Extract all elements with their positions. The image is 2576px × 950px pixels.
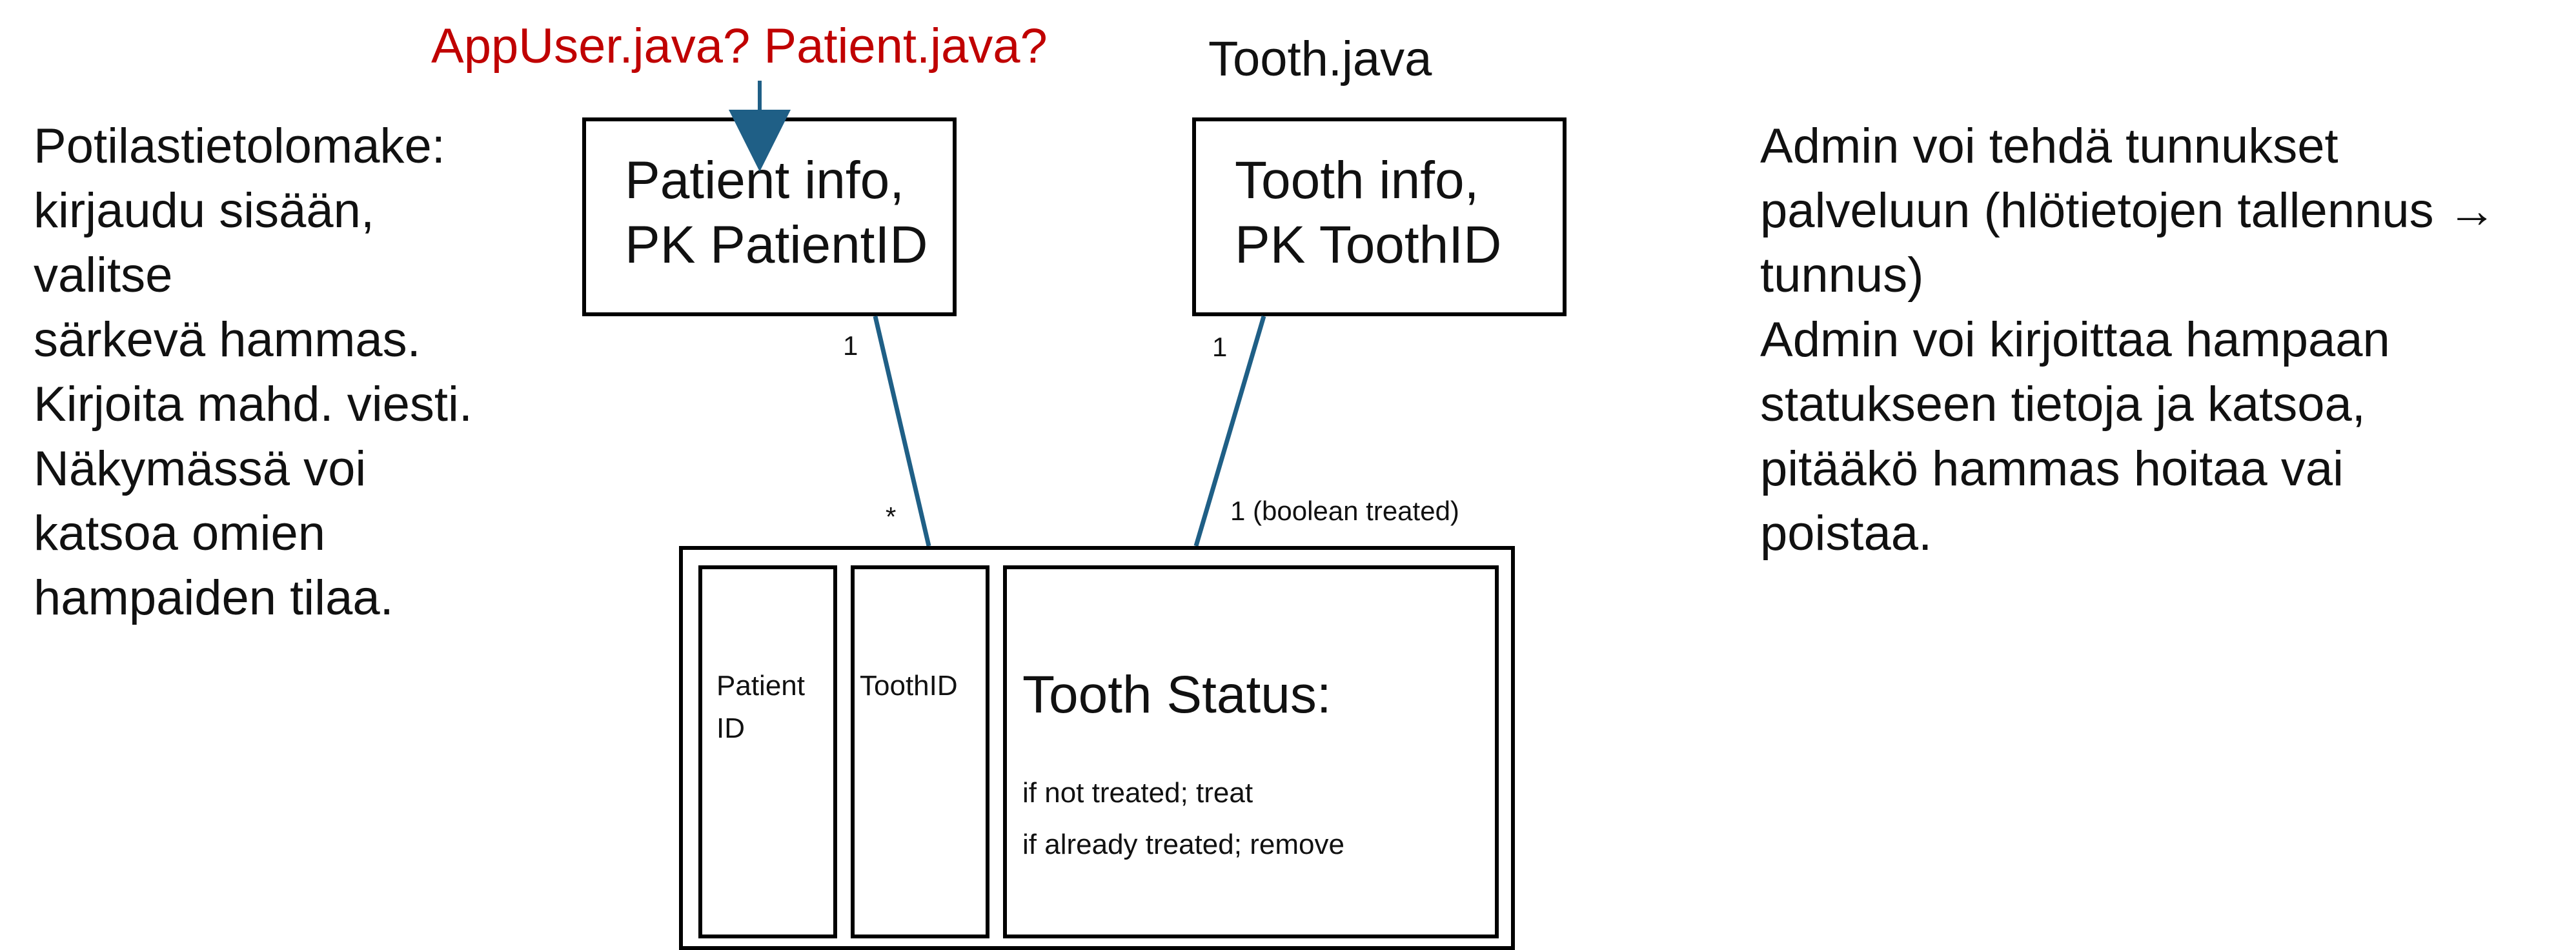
tooth-info-box: Tooth info, PK ToothID bbox=[1192, 117, 1567, 316]
patient-top-multiplicity: 1 bbox=[843, 330, 858, 361]
tooth-bottom-multiplicity: 1 (boolean treated) bbox=[1230, 496, 1459, 526]
left-note-line: Potilastietolomake: bbox=[34, 119, 445, 174]
left-note-line: hampaiden tilaa. bbox=[34, 571, 394, 625]
patient-box-line1: Patient info, bbox=[625, 151, 905, 210]
right-note-line: palveluun (hlötietojen tallennus → bbox=[1760, 183, 2497, 238]
patient-info-box: Patient info, PK PatientID bbox=[582, 117, 957, 316]
right-note-line: Admin voi kirjoittaa hampaan bbox=[1760, 312, 2390, 367]
tooth-status-table: Patient ID ToothID Tooth Status: if not … bbox=[679, 546, 1515, 950]
tooth-id-column: ToothID bbox=[851, 565, 989, 938]
right-note-line: pitääkö hammas hoitaa vai bbox=[1760, 441, 2344, 496]
patient-box-line2: PK PatientID bbox=[625, 216, 928, 274]
tooth-status-line2: if already treated; remove bbox=[1022, 829, 1344, 860]
right-note-line: tunnus) bbox=[1760, 248, 1924, 303]
right-note: Admin voi tehdä tunnukset palveluun (hlö… bbox=[1760, 114, 2567, 566]
tooth-status-line1: if not treated; treat bbox=[1022, 777, 1253, 809]
left-note-line: kirjaudu sisään, bbox=[34, 183, 375, 238]
red-question-label: AppUser.java? Patient.java? bbox=[431, 19, 1048, 74]
patient-id-column-label-line1: Patient bbox=[716, 670, 805, 702]
right-note-line: Admin voi tehdä tunnukset bbox=[1760, 119, 2338, 174]
left-note-line: katsoa omien bbox=[34, 506, 326, 561]
tooth-top-multiplicity: 1 bbox=[1212, 332, 1228, 362]
left-note: Potilastietolomake: kirjaudu sisään, val… bbox=[34, 114, 563, 631]
patient-bottom-multiplicity: * bbox=[886, 501, 897, 532]
tooth-status-title: Tooth Status: bbox=[1022, 665, 1332, 724]
tooth-box-line1: Tooth info, bbox=[1235, 151, 1479, 210]
tooth-box-line2: PK ToothID bbox=[1235, 216, 1502, 274]
tooth-id-column-label: ToothID bbox=[860, 670, 958, 702]
right-note-line: poistaa. bbox=[1760, 506, 1932, 561]
left-note-line: Näkymässä voi bbox=[34, 441, 367, 496]
patient-id-column-label-line2: ID bbox=[716, 712, 745, 744]
left-note-line: särkevä hammas. bbox=[34, 312, 421, 367]
left-note-line: valitse bbox=[34, 248, 173, 303]
tooth-java-label: Tooth.java bbox=[1208, 32, 1432, 86]
patient-id-column: Patient ID bbox=[698, 565, 837, 938]
left-note-line: Kirjoita mahd. viesti. bbox=[34, 377, 473, 432]
tooth-status-column: Tooth Status: if not treated; treat if a… bbox=[1003, 565, 1499, 938]
patient-to-status-connector bbox=[873, 316, 931, 547]
right-note-line: statukseen tietoja ja katsoa, bbox=[1760, 377, 2366, 432]
